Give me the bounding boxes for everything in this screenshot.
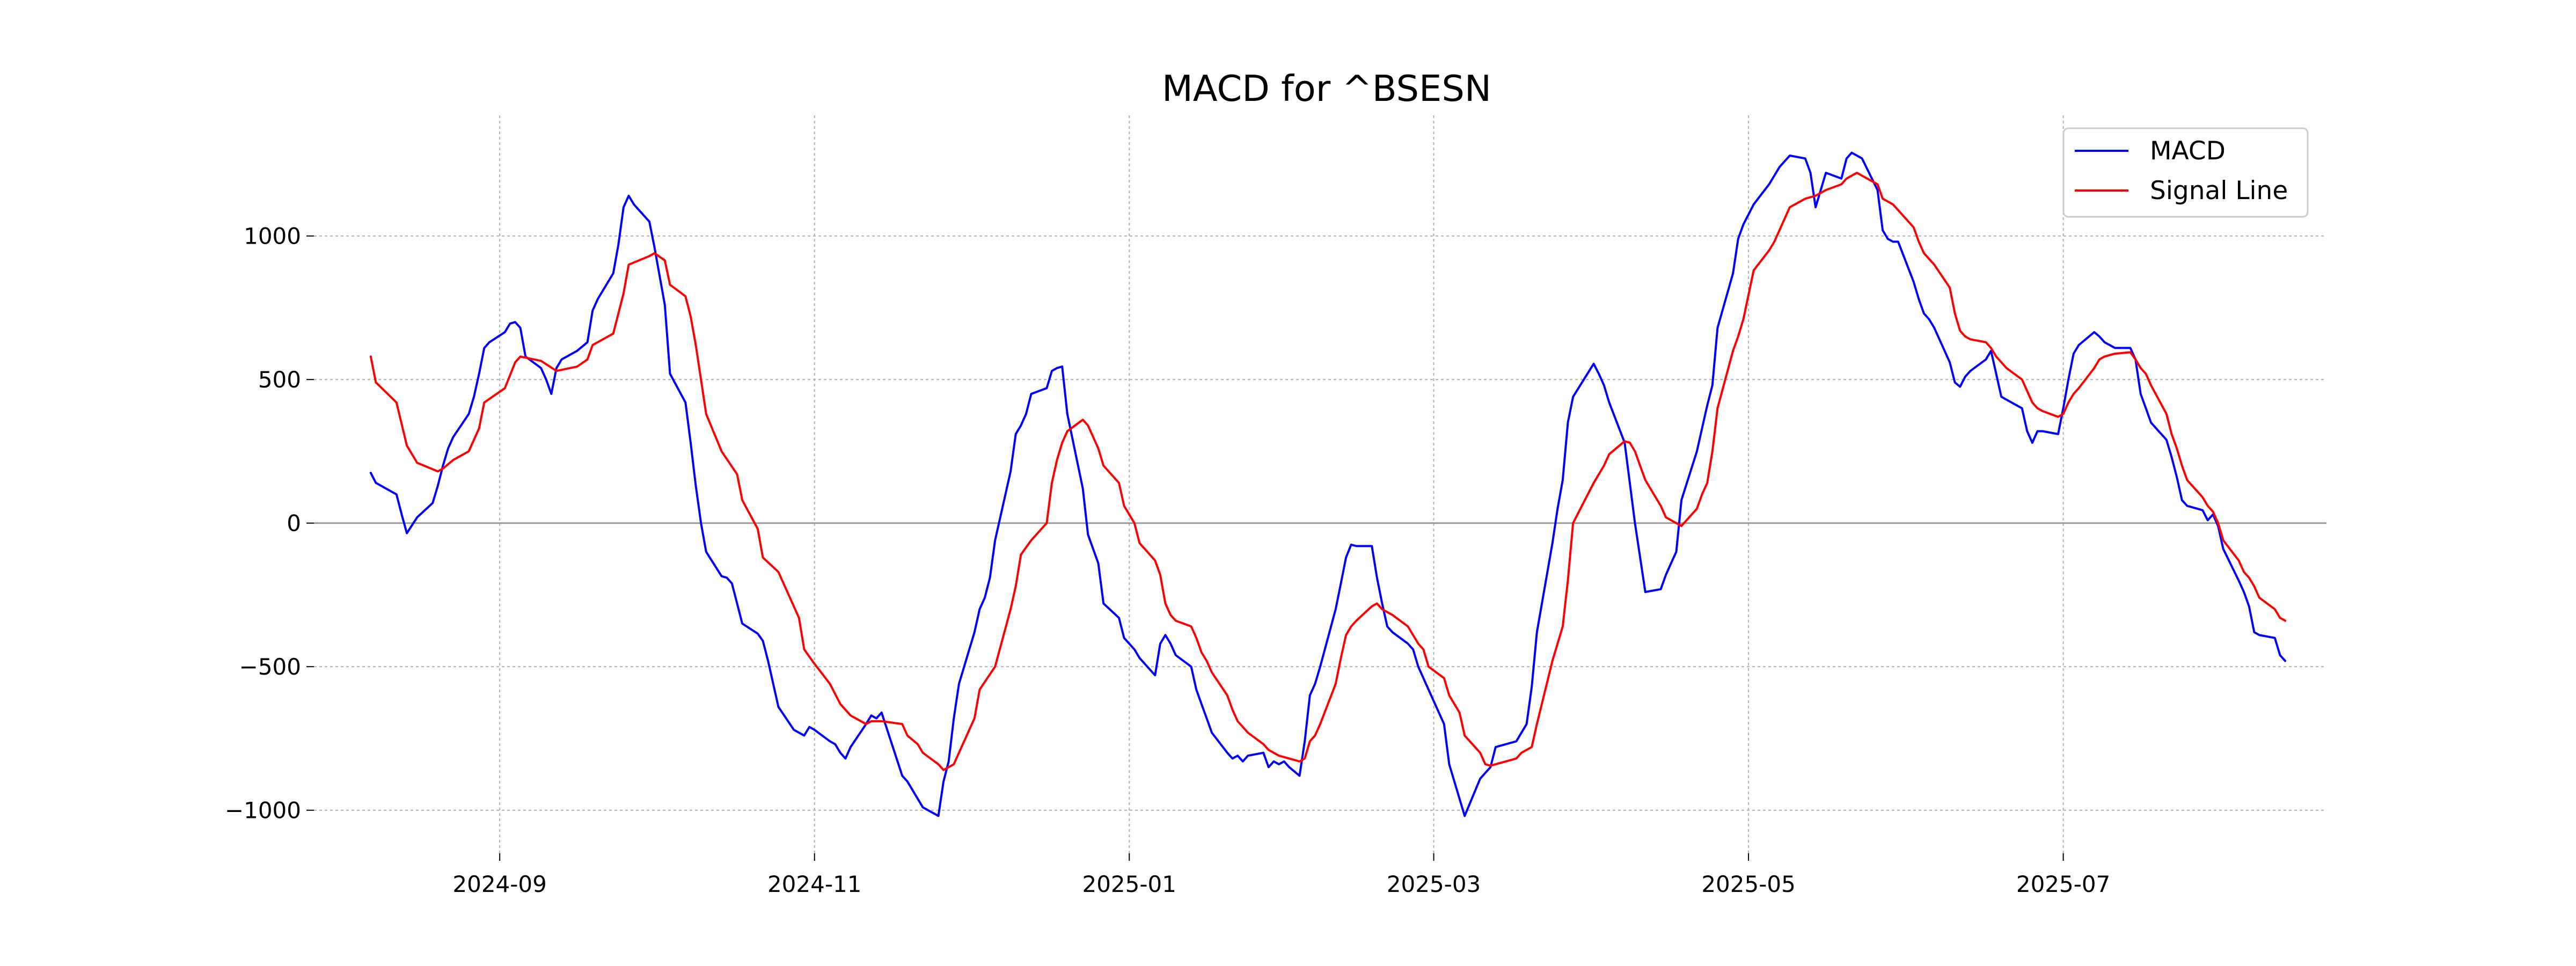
x-tick-label: 2025-05 xyxy=(1701,871,1796,897)
y-tick-label: 1000 xyxy=(244,223,301,250)
x-tick-label: 2025-03 xyxy=(1387,871,1481,897)
y-tick-label: 500 xyxy=(258,367,301,393)
chart-title: MACD for ^BSESN xyxy=(1162,68,1491,109)
series-line-macd xyxy=(369,151,2287,817)
x-tick-label: 2025-07 xyxy=(2016,871,2111,897)
legend-label-signal-line: Signal Line xyxy=(2150,176,2288,206)
series-lines xyxy=(369,151,2287,817)
legend-label-macd: MACD xyxy=(2150,136,2226,166)
x-tick-label: 2024-11 xyxy=(767,871,862,897)
y-tick-label: −500 xyxy=(239,654,301,680)
y-tick-label: −1000 xyxy=(225,797,301,824)
y-tick-label: 0 xyxy=(287,510,301,537)
x-tick-label: 2025-01 xyxy=(1082,871,1176,897)
legend: MACD Signal Line xyxy=(2062,127,2309,218)
series-line-signal-line xyxy=(369,172,2287,771)
axis-ticks: 1000 500 0 −500 −1000 2024-09 2024-11 2025-01 20… xyxy=(225,223,2110,897)
x-tick-label: 2024-09 xyxy=(452,871,547,897)
